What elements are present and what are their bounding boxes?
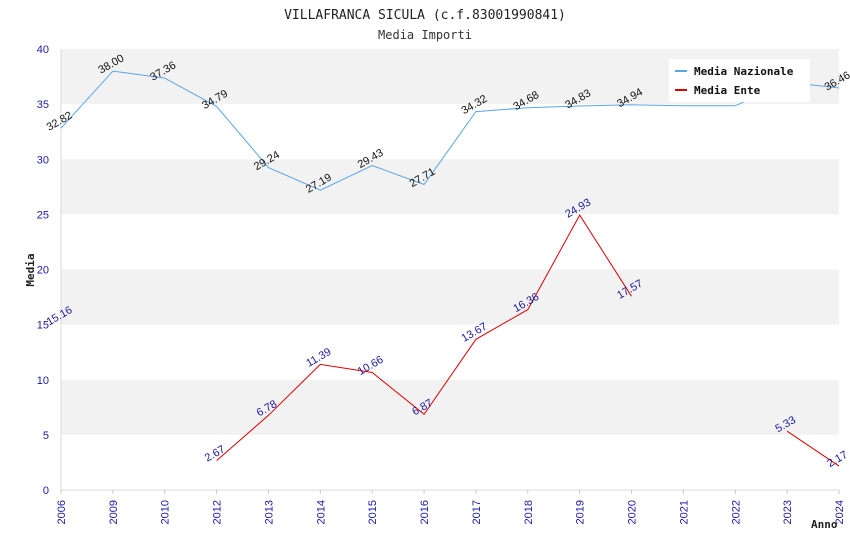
grid-band [61, 269, 839, 325]
x-tick-label: 2022 [730, 500, 742, 524]
grid-band [61, 379, 839, 435]
x-tick-label: 2023 [782, 500, 794, 524]
x-tick-label: 2021 [678, 500, 690, 524]
axes [60, 49, 840, 494]
y-tick-label: 0 [43, 485, 49, 497]
legend-entry: Media Ente [694, 84, 761, 97]
chart-subtitle: Media Importi [378, 28, 472, 42]
y-tick-label: 10 [37, 375, 49, 387]
x-axis-label: Anno [811, 518, 838, 531]
x-tick-label: 2020 [627, 500, 639, 524]
y-axis-label: Media [24, 253, 37, 286]
x-tick-label: 2014 [315, 500, 327, 524]
grid-band [61, 434, 839, 490]
x-tick-label: 2015 [367, 500, 379, 524]
x-tick-labels: 2006 2009 2010 2012 2013 2014 2015 2016 2017 2018… [56, 500, 846, 524]
y-tick-labels: 0 5 10 15 20 25 30 35 40 [37, 44, 49, 497]
y-tick-label: 40 [37, 44, 49, 56]
legend-box [669, 59, 810, 102]
legend-entry: Media Nazionale [694, 65, 794, 78]
x-tick-label: 2013 [263, 500, 275, 524]
y-tick-label: 15 [37, 320, 49, 332]
y-tick-label: 30 [37, 154, 49, 166]
legend: Media Nazionale Media Ente [669, 59, 810, 102]
series-lines [60, 70, 840, 467]
x-tick-label: 2006 [56, 500, 68, 524]
x-tick-label: 2018 [523, 500, 535, 524]
y-tick-label: 5 [43, 430, 49, 442]
x-tick-label: 2016 [419, 500, 431, 524]
series-line-media-ente [786, 430, 840, 467]
series-line-media-nazionale [60, 70, 840, 191]
x-tick-label: 2024 [834, 500, 846, 524]
series-line-media-ente [216, 214, 632, 461]
grid-band [61, 214, 839, 270]
x-tick-label: 2017 [471, 500, 483, 524]
grid-band [61, 159, 839, 215]
grid-band [61, 104, 839, 160]
y-tick-label: 35 [37, 99, 49, 111]
grid-band [61, 324, 839, 380]
x-tick-label: 2019 [575, 500, 587, 524]
x-tick-label: 2012 [212, 500, 224, 524]
chart-title: VILLAFRANCA SICULA (c.f.83001990841) [284, 8, 566, 23]
x-tick-label: 2010 [160, 500, 172, 524]
grid-bands [61, 49, 839, 490]
y-tick-label: 25 [37, 209, 49, 221]
y-tick-label: 20 [37, 265, 49, 277]
x-tick-label: 2009 [108, 500, 120, 524]
